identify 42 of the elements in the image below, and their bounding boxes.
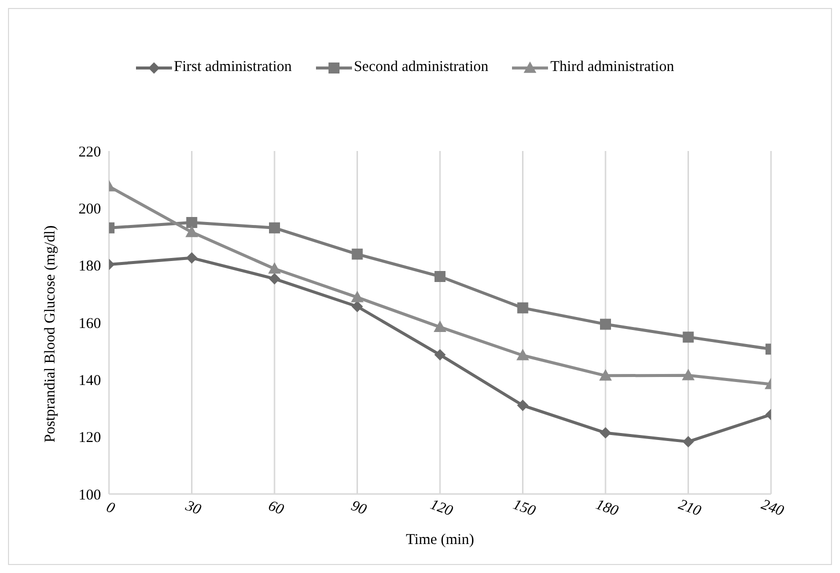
y-tick-label: 140	[78, 372, 101, 389]
point	[682, 436, 694, 448]
legend-label: Third administration	[550, 59, 674, 76]
point	[600, 318, 611, 330]
x-tick-label: 120	[428, 496, 456, 520]
point	[682, 369, 694, 380]
point	[269, 273, 280, 284]
y-tick-label: 200	[78, 201, 101, 218]
y-tick-label: 160	[78, 316, 101, 332]
point	[434, 321, 446, 332]
x-tick-label: 210	[676, 496, 704, 520]
point	[186, 216, 198, 228]
point	[352, 300, 363, 312]
point	[516, 349, 529, 360]
x-tick-label: 240	[759, 496, 786, 520]
point	[352, 248, 363, 260]
x-axis-title: Time (min)	[406, 532, 474, 548]
x-tick-label: 0	[104, 499, 118, 518]
x-tick-label: 30	[182, 498, 204, 518]
point	[186, 252, 198, 264]
point	[517, 400, 528, 411]
y-tick-label: 180	[78, 258, 101, 275]
point	[351, 291, 364, 302]
x-tick-label: 90	[348, 498, 369, 518]
x-tick-label: 180	[594, 496, 621, 520]
y-axis-title: Postprandial Blood Glucose (mg/dl)	[42, 225, 58, 442]
x-tick-label: 60	[266, 498, 286, 518]
point	[268, 262, 280, 274]
point	[269, 222, 280, 234]
point	[682, 332, 694, 343]
x-tick-label: 150	[510, 496, 538, 520]
point	[600, 370, 612, 381]
legend-label: First administration	[174, 59, 292, 76]
point	[600, 427, 611, 438]
y-tick-label: 120	[78, 430, 101, 446]
point	[186, 226, 198, 238]
point	[517, 302, 528, 314]
legend-label: Second administration	[354, 59, 488, 76]
point	[434, 270, 446, 282]
y-tick-label: 100	[78, 487, 101, 504]
y-tick-label: 220	[78, 144, 101, 160]
point	[434, 349, 446, 360]
